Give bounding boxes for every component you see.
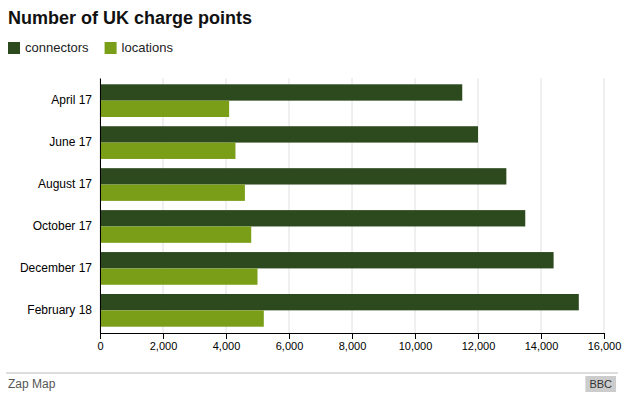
bar (100, 126, 478, 142)
bar (100, 101, 229, 117)
legend-label: connectors (25, 40, 89, 55)
tick-label: June 17 (49, 135, 92, 149)
x-axis: 0 2,000 4,000 6,000 8,000 10,000 12,000 14,000 1… (97, 333, 621, 352)
chart: Number of UK charge points connectors loca… (0, 0, 624, 395)
grid (100, 78, 604, 333)
source-label: Zap Map (8, 377, 56, 391)
tick-label: 12,000 (462, 340, 496, 352)
legend-swatch (105, 42, 117, 54)
tick-label: August 17 (38, 177, 92, 191)
bars (100, 84, 579, 326)
tick-label: February 18 (27, 303, 92, 317)
tick-label: 10,000 (399, 340, 433, 352)
bar (100, 185, 245, 201)
tick-mark (100, 333, 101, 339)
badge: BBC (585, 376, 616, 392)
tick-label: 0 (97, 340, 103, 352)
tick: February 18 (27, 303, 100, 317)
bar (100, 210, 525, 226)
axis-line (100, 79, 101, 334)
badge-label: BBC (589, 378, 612, 390)
badge-box (585, 376, 616, 392)
bar (100, 143, 235, 159)
axis-line (101, 334, 605, 340)
plot: 0 2,000 4,000 6,000 8,000 10,000 12,000 14,000 1… (20, 78, 621, 352)
tick-mark (604, 333, 605, 339)
tick: 2,000 (150, 333, 178, 352)
tick: June 17 (49, 135, 100, 149)
tick: 6,000 (276, 333, 304, 352)
tick-label: 14,000 (525, 340, 559, 352)
legend-item: locations (105, 40, 174, 55)
legend-swatch (8, 42, 20, 54)
legend-item: connectors (8, 40, 89, 55)
tick-label: April 17 (51, 93, 92, 107)
footer-rule (6, 373, 618, 374)
tick: 0 (97, 333, 103, 352)
tick-mark (415, 333, 416, 339)
tick-mark (289, 333, 290, 339)
legend-label: locations (122, 40, 174, 55)
tick-label: 16,000 (588, 340, 622, 352)
tick: December 17 (20, 261, 100, 275)
tick: August 17 (38, 177, 100, 191)
tick-label: October 17 (33, 219, 93, 233)
tick: 4,000 (213, 333, 241, 352)
bar (100, 252, 554, 268)
tick-label: 2,000 (150, 340, 178, 352)
bar (100, 294, 579, 310)
bar (100, 226, 251, 242)
tick-label: 4,000 (213, 340, 241, 352)
tick: 8,000 (339, 333, 367, 352)
bar (100, 168, 506, 184)
bar (100, 310, 264, 326)
grid-line (100, 78, 101, 333)
title: Number of UK charge points (8, 8, 252, 28)
tick: 16,000 (588, 333, 622, 352)
tick-mark (163, 333, 164, 339)
tick-label: 6,000 (276, 340, 304, 352)
legend: connectors locations (8, 40, 173, 55)
tick: 12,000 (462, 333, 496, 352)
y-axis: April 17 June 17 August 17 October 17 Decemb… (20, 79, 101, 334)
tick-mark (352, 333, 353, 339)
series (100, 101, 264, 327)
grid-line (604, 78, 605, 333)
tick: April 17 (51, 93, 100, 107)
tick-label: 8,000 (339, 340, 367, 352)
series (100, 84, 579, 310)
bar (100, 84, 462, 100)
tick-mark (541, 333, 542, 339)
tick: 10,000 (399, 333, 433, 352)
tick: 14,000 (525, 333, 559, 352)
tick: October 17 (33, 219, 100, 233)
bar (100, 268, 258, 284)
tick-mark (226, 333, 227, 339)
tick-label: December 17 (20, 261, 92, 275)
tick-mark (478, 333, 479, 339)
